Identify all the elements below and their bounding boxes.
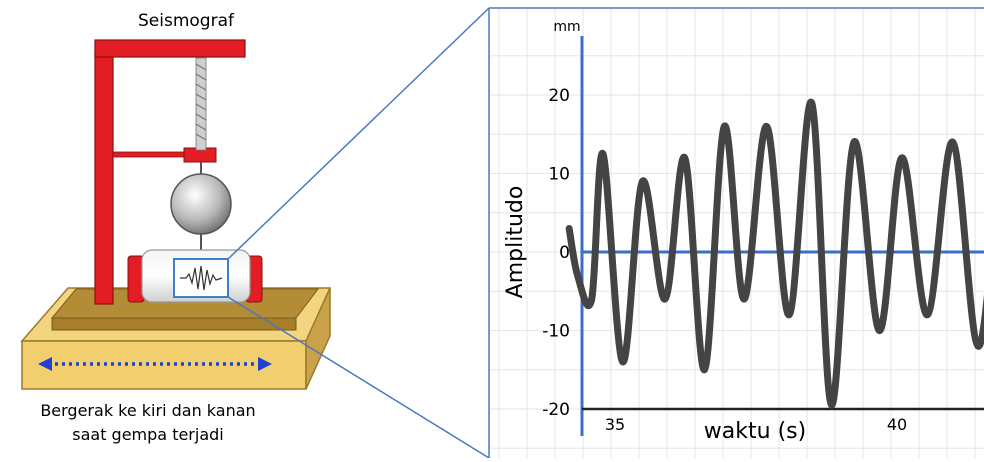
y-axis-label: Amplitudo xyxy=(503,186,528,299)
y-tick-label: 20 xyxy=(548,86,570,106)
spring xyxy=(195,57,207,176)
device-title: Seismograf xyxy=(138,11,235,31)
zoom-lines xyxy=(227,7,984,459)
y-tick-label: 10 xyxy=(548,165,570,185)
x-axis-label: waktu (s) xyxy=(704,419,806,444)
caption-line-2: saat gempa terjadi xyxy=(72,425,223,444)
y-tick-label: -10 xyxy=(542,322,570,342)
x-tick-label: 40 xyxy=(887,415,907,434)
recording-drum xyxy=(127,249,263,303)
seismograph-device: Seismograf xyxy=(20,11,332,444)
chart-labels: 20 10 0 -10 -20 35 40 mm waktu (s) Amplitudo xyxy=(503,19,907,444)
seismogram-trace xyxy=(565,99,984,409)
x-tick-label: 35 xyxy=(605,415,625,434)
pendulum-mass xyxy=(170,173,232,262)
double-arrow xyxy=(38,357,272,371)
y-tick-label: 0 xyxy=(559,243,570,263)
unit-label: mm xyxy=(553,19,580,35)
base-block xyxy=(20,287,332,390)
chart-series xyxy=(565,99,984,409)
seismogram-chart: 20 10 0 -10 -20 35 40 mm waktu (s) Amplitudo xyxy=(490,9,984,458)
caption-line-1: Bergerak ke kiri dan kanan xyxy=(40,401,255,420)
y-tick-label: -20 xyxy=(542,400,570,420)
